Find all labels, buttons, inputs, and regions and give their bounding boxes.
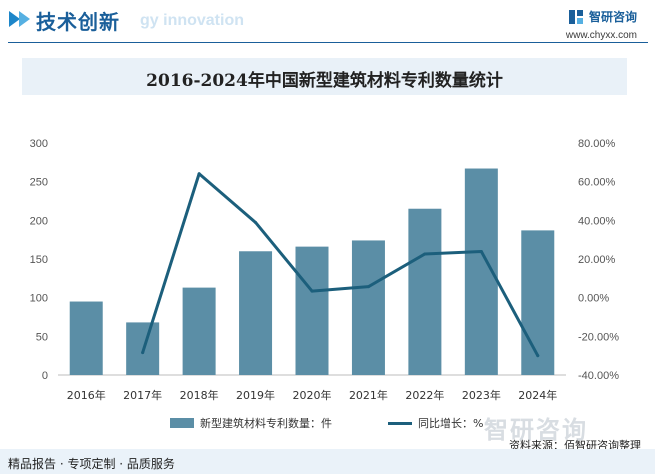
legend: 新型建筑材料专利数量：件 同比增长：% — [170, 415, 483, 431]
legend-bar-swatch — [170, 418, 194, 428]
x-axis-tick-label: 2024年 — [518, 388, 557, 402]
legend-bar-label: 新型建筑材料专利数量：件 — [200, 417, 332, 430]
growth-point — [366, 285, 370, 289]
section-title: 技术创新 — [36, 10, 120, 34]
bar — [182, 287, 216, 375]
growth-point — [310, 289, 314, 293]
left-axis-tick-label: 250 — [30, 177, 48, 189]
bar — [408, 208, 442, 375]
growth-point — [141, 351, 145, 355]
right-axis-tick-label: -20.00% — [578, 331, 619, 343]
left-axis-tick-label: 100 — [30, 293, 48, 305]
x-axis-tick-label: 2019年 — [236, 388, 275, 402]
x-axis-tick-label: 2021年 — [349, 388, 388, 402]
chart-title-band: 2016-2024年中国新型建筑材料专利数量统计 — [22, 58, 627, 95]
legend-line-swatch — [388, 421, 412, 425]
brand: 智研咨询 — [568, 8, 637, 25]
left-axis-tick-label: 200 — [30, 215, 48, 227]
bar — [69, 301, 103, 375]
right-axis-tick-label: 80.00% — [578, 138, 616, 150]
x-axis-tick-label: 2023年 — [462, 388, 501, 402]
data-source: 资料来源：佰智研咨询整理 — [509, 439, 641, 452]
brand-logo-icon — [568, 9, 583, 24]
watermark: 智研咨询 — [484, 416, 588, 444]
header: 技术创新 gy innovation 智研咨询 www.chyxx.com — [0, 0, 655, 43]
left-axis-tick-label: 50 — [36, 331, 48, 343]
section-subtitle-ghost: gy innovation — [140, 12, 244, 29]
chart-title: 2016-2024年中国新型建筑材料专利数量统计 — [146, 71, 503, 91]
right-axis-tick-label: 20.00% — [578, 254, 616, 266]
growth-point — [197, 172, 201, 176]
x-axis-tick-label: 2017年 — [123, 388, 162, 402]
right-axis-tick-label: 60.00% — [578, 177, 616, 189]
header-divider — [8, 42, 648, 43]
growth-point — [536, 354, 540, 358]
legend-line-label: 同比增长：% — [418, 417, 484, 430]
right-axis-tick-label: -40.00% — [578, 370, 619, 382]
x-axis-tick-label: 2018年 — [180, 388, 219, 402]
x-axis-tick-label: 2022年 — [405, 388, 444, 402]
growth-point — [479, 249, 483, 253]
left-axis-tick-label: 300 — [30, 138, 48, 150]
bar — [351, 240, 385, 375]
brand-url: www.chyxx.com — [565, 30, 637, 41]
chevron-icon — [19, 11, 30, 27]
brand-name: 智研咨询 — [588, 10, 637, 24]
right-axis-tick-label: 0.00% — [578, 293, 609, 305]
chevron-icon — [9, 11, 20, 27]
x-axis-tick-label: 2020年 — [293, 388, 332, 402]
growth-line — [141, 172, 540, 358]
left-axis-tick-label: 150 — [30, 254, 48, 266]
bar — [295, 246, 329, 375]
growth-point — [423, 252, 427, 256]
footer-tagline: 精品报告 · 专项定制 · 品质服务 — [8, 457, 175, 471]
bar — [521, 230, 555, 375]
growth-point — [254, 220, 258, 224]
x-axis-tick-label: 2016年 — [67, 388, 106, 402]
footer-bar — [0, 449, 655, 474]
right-axis-tick-label: 40.00% — [578, 215, 616, 227]
left-axis-tick-label: 0 — [42, 370, 48, 382]
bar — [239, 251, 273, 375]
